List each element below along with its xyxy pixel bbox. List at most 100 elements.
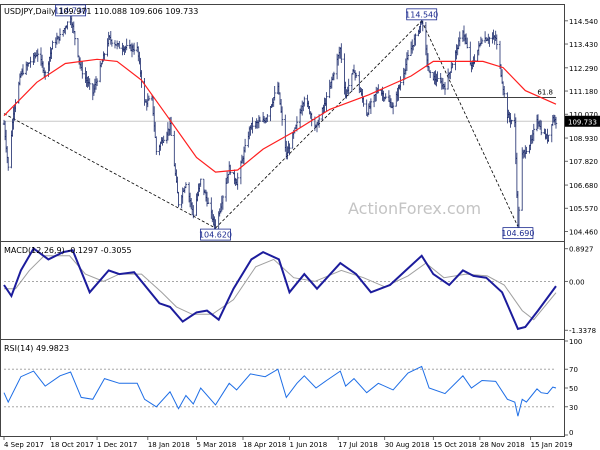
last-price-marker: [565, 115, 600, 127]
price-bar: [177, 191, 180, 208]
x-axis-label: 1 Dec 2017: [97, 441, 137, 449]
price-bar: [103, 52, 106, 60]
price-bar: [147, 95, 151, 101]
price-bar: [236, 172, 239, 190]
macd-title: MACD(12,26,9): [4, 246, 65, 255]
fib-618-label: 61.8: [537, 89, 553, 97]
price-bar: [384, 93, 387, 100]
price-axis-label: 107.820: [569, 158, 598, 166]
price-axis-label: 114.540: [569, 18, 598, 26]
x-axis-label: 18 Apr 2018: [243, 441, 286, 449]
price-bar: [554, 116, 558, 129]
price-bar: [495, 34, 498, 50]
price-bar: [466, 37, 469, 49]
price-bar: [29, 56, 32, 68]
x-axis-label: 17 Jul 2018: [338, 441, 378, 449]
price-bar: [206, 197, 210, 204]
price-axis-label: 112.290: [569, 65, 598, 73]
price-bar: [155, 136, 158, 155]
trendline-3: [421, 20, 519, 227]
macd-value: -0.1297: [67, 246, 98, 255]
macd-line: [3, 247, 557, 331]
x-axis-label: 18 Jan 2018: [148, 441, 190, 449]
price-bar: [480, 38, 484, 44]
price-bar: [199, 178, 202, 187]
price-bar: [162, 135, 165, 143]
x-axis-label: 15 Oct 2018: [433, 441, 476, 449]
price-bar: [221, 195, 225, 210]
price-bar: [443, 82, 447, 95]
price-bar: [58, 28, 62, 41]
price-bar: [362, 96, 365, 107]
price-layer: 61.8 114.730 104.620 114.540 104.690: [2, 4, 558, 241]
swing-label-box: [55, 4, 87, 17]
price-bar: [347, 78, 350, 96]
price-bar: [354, 72, 358, 78]
price-bar: [51, 40, 54, 50]
macd-signal-value: -0.3055: [101, 246, 132, 255]
macd-panel-frame: [0, 241, 565, 340]
price-bar: [288, 143, 291, 156]
ohlc-high: 110.088: [94, 7, 127, 16]
moving-average-line: [3, 58, 557, 173]
swing-label-box: [502, 227, 534, 240]
price-bar: [273, 86, 276, 101]
swing-label-text: 104.690: [501, 229, 534, 238]
price-bar: [488, 36, 491, 47]
price-bar: [81, 61, 84, 79]
price-bar: [303, 96, 306, 107]
x-axis-label: 5 Mar 2018: [196, 441, 236, 449]
price-bar: [280, 106, 284, 126]
price-bar: [532, 123, 535, 142]
price-title: USDJPY,Daily: [4, 7, 56, 16]
price-bar: [517, 206, 521, 230]
rsi-axis-label: 0: [569, 429, 573, 437]
price-axis-label: 113.430: [569, 41, 598, 49]
ohlc-open: 109.971: [58, 7, 91, 16]
rsi-axis-label: 70: [569, 366, 578, 374]
price-bar: [332, 71, 336, 81]
rsi-axis-label: 50: [569, 385, 578, 393]
rsi-panel-title: RSI(14) 49.9823: [4, 344, 69, 353]
x-axis-label: 30 Aug 2018: [385, 441, 430, 449]
swing-label-1: 114.730: [54, 4, 87, 17]
macd-axis-label: 0.00: [569, 278, 585, 286]
swing-label-text: 104.620: [199, 231, 232, 240]
watermark: ActionForex.com: [348, 199, 481, 218]
price-bar: [325, 92, 328, 112]
price-bar: [192, 205, 195, 219]
trendline-1: [3, 113, 216, 229]
swing-label-4: 104.690: [501, 227, 534, 240]
swing-label-text: 114.540: [405, 10, 438, 19]
price-bar: [95, 78, 99, 86]
macd-panel-title: MACD(12,26,9) -0.1297 -0.3055: [4, 246, 132, 255]
macd-layer: [3, 247, 557, 331]
price-axis-label: 105.570: [569, 205, 598, 213]
price-bar: [73, 31, 77, 46]
x-axis-label: 18 Oct 2017: [51, 441, 94, 449]
price-bar: [266, 114, 269, 122]
axis-layer: 114.540 113.430 112.290 111.180 110.070 108.9…: [3, 18, 600, 449]
rsi-axis-label: 30: [569, 404, 578, 412]
price-bar: [547, 134, 550, 142]
price-bar: [391, 102, 395, 115]
price-bar: [88, 78, 91, 90]
price-axis-label: 104.460: [569, 228, 598, 236]
price-bar: [169, 116, 173, 136]
price-bar: [118, 41, 121, 49]
macd-axis-label: 0.8927: [569, 246, 594, 254]
rsi-line: [3, 365, 557, 417]
price-bar: [414, 33, 417, 46]
price-bar: [369, 98, 373, 114]
x-axis-label: 4 Sep 2017: [4, 441, 44, 449]
swing-label-3: 114.540: [405, 8, 438, 21]
price-bar: [399, 76, 402, 91]
ohlc-low: 109.606: [130, 7, 163, 16]
price-bar: [540, 120, 543, 136]
price-bar: [44, 70, 47, 80]
rsi-title: RSI(14): [4, 344, 33, 353]
price-bar: [21, 64, 25, 76]
price-bar: [421, 20, 424, 32]
price-axis-label: 111.180: [569, 88, 598, 96]
